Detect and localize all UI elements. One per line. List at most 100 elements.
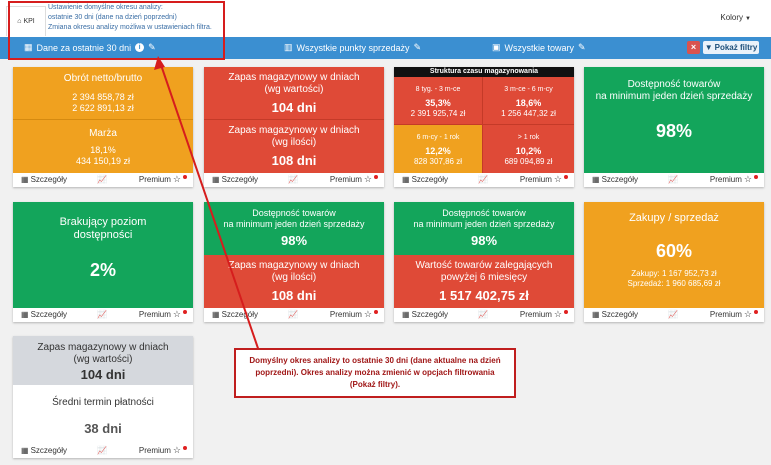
star-icon[interactable]: ☆ — [553, 174, 562, 184]
details-link[interactable]: ▦ Szczegóły — [402, 310, 448, 319]
availability-section: Dostępność towarów na minimum jeden dzie… — [584, 67, 764, 173]
details-link[interactable]: ▦ Szczegóły — [212, 310, 258, 319]
chart-icon[interactable]: 📈 — [668, 310, 678, 319]
missing-title-1: Brakujący poziom — [59, 216, 147, 228]
notification-dot — [754, 310, 758, 314]
premium-link[interactable]: Premium ☆ — [710, 175, 758, 184]
chart-icon[interactable]: 📈 — [97, 446, 107, 455]
star-icon[interactable]: ☆ — [743, 309, 752, 319]
points-filter-label: Wszystkie punkty sprzedaży — [296, 42, 410, 53]
star-icon[interactable]: ☆ — [172, 445, 181, 455]
table-icon: ▦ — [402, 175, 410, 184]
table-icon: ▦ — [21, 310, 29, 319]
premium-label: Premium — [519, 310, 552, 319]
tile-footer: ▦ Szczegóły 📈 Premium ☆ — [394, 308, 574, 322]
star-icon[interactable]: ☆ — [172, 309, 181, 319]
edit-icon[interactable]: ✎ — [413, 42, 422, 52]
premium-link[interactable]: Premium ☆ — [139, 175, 187, 184]
notification-dot — [183, 175, 187, 179]
chart-icon[interactable]: 📈 — [478, 310, 488, 319]
building-icon: ▥ — [284, 42, 293, 52]
availability2-stock-subtitle: (wg ilości) — [271, 272, 317, 283]
period-filter[interactable]: ▦ Dane za ostatnie 30 dni i ✎ — [24, 42, 156, 53]
period-tooltip: Ustawienie domyślne okresu analizy: osta… — [48, 3, 220, 33]
star-icon[interactable]: ☆ — [363, 174, 372, 184]
star-icon[interactable]: ☆ — [743, 174, 752, 184]
details-link[interactable]: ▦ Szczegóły — [592, 175, 638, 184]
star-icon[interactable]: ☆ — [553, 309, 562, 319]
availability3-title-2: na minimum jeden dzień sprzedaży — [413, 219, 555, 229]
filter-bar: ▦ Dane za ostatnie 30 dni i ✎ ▥ Wszystki… — [0, 37, 771, 59]
table-icon: ▦ — [212, 175, 220, 184]
star-icon[interactable]: ☆ — [172, 174, 181, 184]
purchases-section: Zakupy / sprzedaż 60% Zakupy: 1 167 952,… — [584, 202, 764, 308]
tile-stock-payment[interactable]: Zapas magazynowy w dniach (wg wartości) … — [13, 336, 193, 458]
stock-value-section: Zapas magazynowy w dniach (wg wartości) … — [204, 67, 384, 120]
tile-storage-structure[interactable]: Struktura czasu magazynowania 8 tyg. - 3… — [394, 67, 574, 187]
revenue-title: Obrót netto/brutto — [63, 73, 143, 84]
edit-icon[interactable]: ✎ — [148, 42, 156, 52]
premium-link[interactable]: Premium ☆ — [330, 175, 378, 184]
tab-kpi[interactable]: ⌂ KPI — [6, 6, 46, 36]
chart-icon[interactable]: 📈 — [478, 175, 488, 184]
premium-link[interactable]: Premium ☆ — [710, 310, 758, 319]
tile-revenue[interactable]: Obrót netto/brutto 2 394 858,78 zł 2 622… — [13, 67, 193, 187]
availability2-section: Dostępność towarów na minimum jeden dzie… — [204, 202, 384, 255]
tooltip-line-3: Zmiana okresu analizy możliwa w ustawien… — [48, 24, 212, 31]
stale-title-2: powyżej 6 miesięcy — [440, 272, 528, 283]
table-icon: ▦ — [402, 310, 410, 319]
colors-dropdown[interactable]: Kolory ▼ — [720, 13, 751, 22]
details-link[interactable]: ▦ Szczegóły — [212, 175, 258, 184]
tile-availability-stock[interactable]: Dostępność towarów na minimum jeden dzie… — [204, 202, 384, 322]
premium-label: Premium — [329, 310, 362, 319]
show-filters-button[interactable]: ▼ Pokaż filtry — [703, 41, 759, 54]
top-bar: ⌂ KPI Ustawienie domyślne okresu analizy… — [0, 0, 771, 38]
tile-purchases-sales[interactable]: Zakupy / sprzedaż 60% Zakupy: 1 167 952,… — [584, 202, 764, 322]
details-label: Szczegóły — [601, 310, 639, 319]
tile-stock-days[interactable]: Zapas magazynowy w dniach (wg wartości) … — [204, 67, 384, 187]
premium-link[interactable]: Premium ☆ — [330, 310, 378, 319]
premium-link[interactable]: Premium ☆ — [520, 175, 568, 184]
tooltip-line-1: Ustawienie domyślne okresu analizy: — [48, 4, 163, 11]
chart-icon[interactable]: 📈 — [288, 310, 298, 319]
stock-qty-title: Zapas magazynowy w dniach — [228, 125, 360, 136]
details-link[interactable]: ▦ Szczegóły — [21, 175, 67, 184]
info-icon[interactable]: i — [135, 43, 145, 52]
products-filter[interactable]: ▣ Wszystkie towary ✎ — [492, 42, 586, 53]
tile-missing-availability[interactable]: Brakujący poziom dostępności 2% ▦ Szczegó… — [13, 202, 193, 322]
margin-section: Marża 18,1% 434 150,19 zł — [13, 120, 193, 173]
tile-availability[interactable]: Dostępność towarów na minimum jeden dzie… — [584, 67, 764, 187]
details-label: Szczegóły — [411, 310, 449, 319]
chart-icon[interactable]: 📈 — [97, 175, 107, 184]
notification-dot — [183, 310, 187, 314]
details-link[interactable]: ▦ Szczegóły — [21, 446, 67, 455]
availability2-value: 98% — [280, 233, 308, 248]
star-icon[interactable]: ☆ — [363, 309, 372, 319]
tab-kpi-label: KPI — [23, 18, 35, 25]
revenue-section: Obrót netto/brutto 2 394 858,78 zł 2 622… — [13, 67, 193, 120]
stock-value-title: Zapas magazynowy w dniach — [228, 72, 360, 83]
points-filter[interactable]: ▥ Wszystkie punkty sprzedaży ✎ — [284, 42, 421, 53]
premium-link[interactable]: Premium ☆ — [139, 310, 187, 319]
tile-availability-stale[interactable]: Dostępność towarów na minimum jeden dzie… — [394, 202, 574, 322]
premium-link[interactable]: Premium ☆ — [139, 446, 187, 455]
chart-icon[interactable]: 📈 — [668, 175, 678, 184]
edit-icon[interactable]: ✎ — [578, 42, 586, 52]
premium-link[interactable]: Premium ☆ — [520, 310, 568, 319]
details-link[interactable]: ▦ Szczegóły — [402, 175, 448, 184]
payment-term-section: Średni termin płatności 38 dni — [13, 385, 193, 444]
details-link[interactable]: ▦ Szczegóły — [592, 310, 638, 319]
missing-value: 2% — [89, 260, 116, 280]
chart-icon[interactable]: 📈 — [97, 310, 107, 319]
availability3-section: Dostępność towarów na minimum jeden dzie… — [394, 202, 574, 255]
notification-dot — [374, 175, 378, 179]
clear-filters-button[interactable]: × — [687, 41, 700, 54]
details-link[interactable]: ▦ Szczegóły — [21, 310, 67, 319]
missing-section: Brakujący poziom dostępności 2% — [13, 202, 193, 308]
sales-line: Sprzedaż: 1 960 685,69 zł — [627, 279, 721, 288]
premium-label: Premium — [138, 446, 171, 455]
filter-icon: ▼ — [704, 43, 713, 52]
notification-dot — [754, 175, 758, 179]
structure-q1: 8 tyg. - 3 m-ce 35,3% 2 391 925,74 zł — [394, 77, 483, 125]
chart-icon[interactable]: 📈 — [288, 175, 298, 184]
